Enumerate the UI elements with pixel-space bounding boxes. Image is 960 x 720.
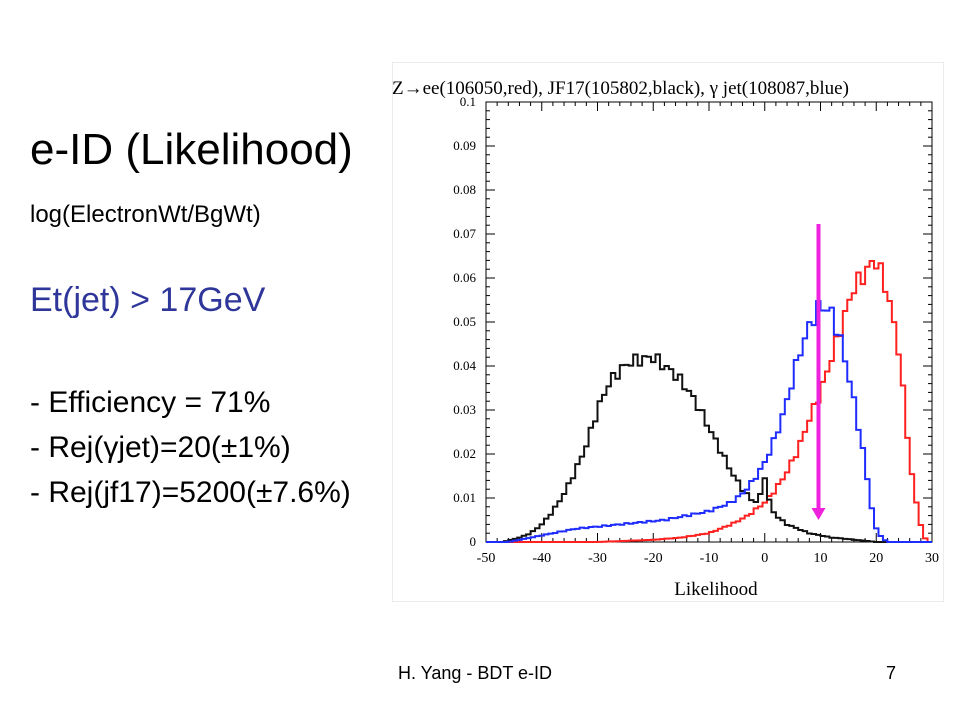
cut-arrow-head <box>811 508 826 520</box>
y-tick-label: 0.09 <box>453 138 476 153</box>
x-tick-label: -20 <box>644 551 663 566</box>
likelihood-chart: Z→ee(106050,red), JF17(105802,black), γ … <box>392 62 944 602</box>
series-group <box>486 260 932 543</box>
slide-title: e-ID (Likelihood) <box>30 125 353 174</box>
cut-marker <box>811 224 826 520</box>
y-tick-label: 0.07 <box>453 226 476 241</box>
footer-author: H. Yang - BDT e-ID <box>398 663 553 683</box>
y-tick-label: 0.1 <box>460 94 476 109</box>
x-tick-label: -10 <box>700 551 719 566</box>
y-tick-label: 0.02 <box>453 446 476 461</box>
histogram-red <box>486 260 932 543</box>
slide-subtitle: log(ElectronWt/BgWt) <box>30 201 261 228</box>
x-tick-label: -40 <box>532 551 551 566</box>
y-tick-label: 0 <box>470 534 477 549</box>
y-tick-label: 0.06 <box>453 270 476 285</box>
y-tick-label: 0.08 <box>453 182 476 197</box>
x-tick-label: -50 <box>477 551 496 566</box>
y-tick-label: 0.05 <box>453 314 476 329</box>
x-tick-label: 30 <box>925 551 939 566</box>
histogram-blue <box>486 300 932 543</box>
plot-background <box>392 62 944 602</box>
bullet-efficiency: - Efficiency = 71% <box>30 386 271 419</box>
cut-label: Et(jet) > 17GeV <box>30 281 266 319</box>
chart-title: Z→ee(106050,red), JF17(105802,black), γ … <box>392 78 849 99</box>
y-tick-label: 0.03 <box>453 402 476 417</box>
x-tick-label: 10 <box>814 551 828 566</box>
y-tick-label: 0.04 <box>453 358 476 373</box>
page-number: 7 <box>886 663 897 683</box>
y-tick-label: 0.01 <box>453 490 476 505</box>
x-tick-label: 20 <box>869 551 883 566</box>
x-tick-label: -30 <box>588 551 607 566</box>
bullet-rej-jf17: - Rej(jf17)=5200(±7.6%) <box>30 476 351 509</box>
histogram-black <box>486 353 932 543</box>
axes: -50 -40 -30 -20 -10 0 10 20 30 0 0.01 0.02 0.03 0.04 0… <box>453 94 939 566</box>
x-axis-label: Likelihood <box>674 579 758 600</box>
bullet-rej-gammajet: - Rej(γjet)=20(±1%) <box>30 431 291 464</box>
x-tick-label: 0 <box>761 551 768 566</box>
likelihood-plot: Z→ee(106050,red), JF17(105802,black), γ … <box>392 62 944 602</box>
